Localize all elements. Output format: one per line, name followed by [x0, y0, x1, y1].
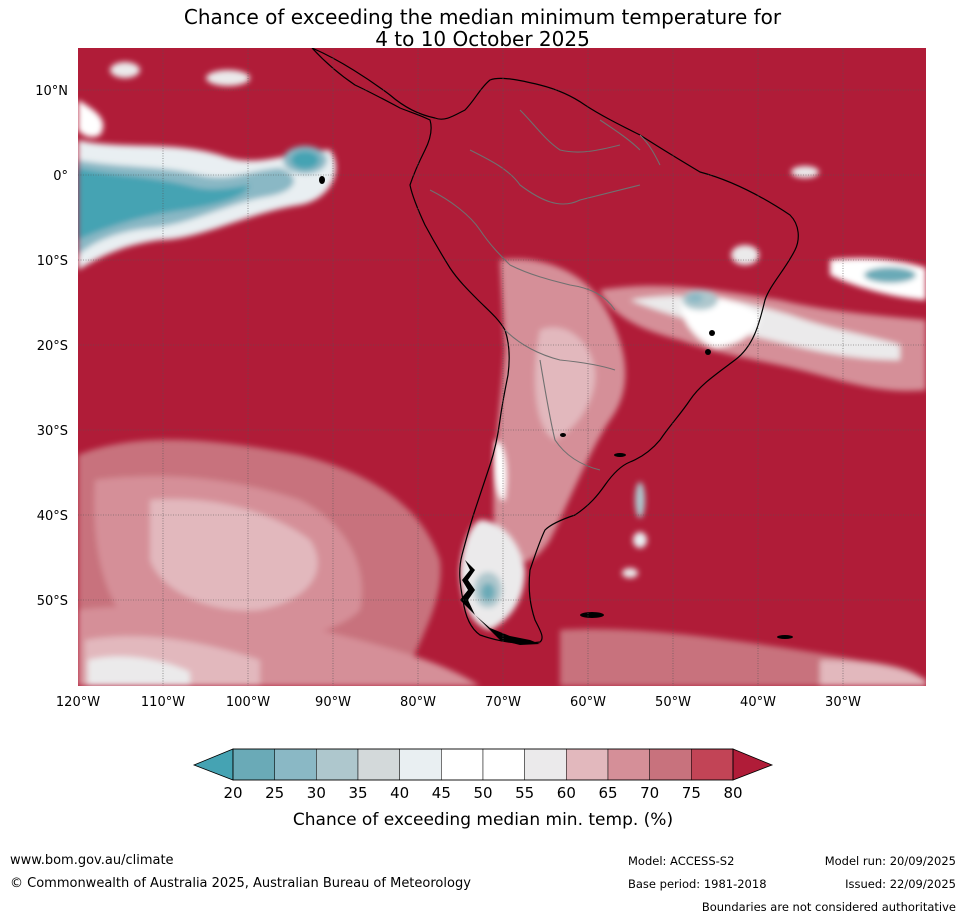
model-name: Model: ACCESS-S2: [628, 854, 735, 868]
colorbar-below-arrow: [192, 748, 234, 781]
lat-label-10s: 10°S: [37, 254, 68, 269]
colorbar-tick-40: 40: [390, 784, 409, 802]
probability-field: [78, 48, 926, 686]
base-period: Base period: 1981-2018: [628, 877, 767, 891]
lon-label-110w: 110°W: [141, 695, 185, 710]
lon-label-50w: 50°W: [655, 695, 691, 710]
colorbar-tick-80: 80: [723, 784, 742, 802]
country-borders: [429, 109, 661, 471]
colorbar-bin-35-40: [357, 748, 400, 781]
lat-label-50s: 50°S: [37, 594, 68, 609]
lon-label-60w: 60°W: [570, 695, 606, 710]
colorbar-tick-75: 75: [682, 784, 701, 802]
colorbar-bin-75-80: [691, 748, 734, 781]
colorbar-tick-45: 45: [432, 784, 451, 802]
colorbar-above-arrow: [732, 748, 774, 781]
lat-label-30s: 30°S: [37, 424, 68, 439]
colorbar-tick-50: 50: [473, 784, 492, 802]
lat-label-40s: 40°S: [37, 509, 68, 524]
issued-date: Issued: 22/09/2025: [845, 877, 956, 891]
colorbar-tick-35: 35: [348, 784, 367, 802]
colorbar-bin-25-30: [274, 748, 317, 781]
lon-label-70w: 70°W: [485, 695, 521, 710]
colorbar-bin-30-35: [316, 748, 359, 781]
lat-label-10n: 10°N: [35, 84, 68, 99]
colorbar-tick-65: 65: [598, 784, 617, 802]
colorbar: 20 25 30 35 40 45 50 55 60 65 70 75 80 Chance of exc…: [192, 748, 774, 830]
colorbar-bin-20-25: [232, 748, 275, 781]
colorbar-bin-40-45: [399, 748, 442, 781]
lat-label-0: 0°: [53, 169, 68, 184]
colorbar-bin-70-75: [649, 748, 692, 781]
lon-label-30w: 30°W: [825, 695, 861, 710]
colorbar-tick-20: 20: [223, 784, 242, 802]
colorbar-tick-60: 60: [557, 784, 576, 802]
copyright-text: © Commonwealth of Australia 2025, Austra…: [10, 876, 471, 891]
islands: [319, 176, 793, 645]
coastline: [311, 48, 799, 644]
lon-label-120w: 120°W: [56, 695, 100, 710]
colorbar-bin-45-50: [441, 748, 484, 781]
lon-label-40w: 40°W: [740, 695, 776, 710]
website-link[interactable]: www.bom.gov.au/climate: [10, 853, 174, 868]
colorbar-tick-55: 55: [515, 784, 534, 802]
lat-label-20s: 20°S: [37, 339, 68, 354]
colorbar-tick-30: 30: [307, 784, 326, 802]
model-run-date: Model run: 20/09/2025: [824, 854, 956, 868]
colorbar-tick-25: 25: [265, 784, 284, 802]
map-title-line2: 4 to 10 October 2025: [375, 27, 590, 51]
colorbar-bin-65-70: [607, 748, 650, 781]
lon-label-100w: 100°W: [226, 695, 270, 710]
colorbar-bin-55-60: [524, 748, 567, 781]
colorbar-bin-50-55: [482, 748, 525, 781]
lon-label-90w: 90°W: [315, 695, 351, 710]
colorbar-label: Chance of exceeding median min. temp. (%…: [293, 810, 673, 830]
colorbar-bin-60-65: [566, 748, 609, 781]
map-title-line1: Chance of exceeding the median minimum t…: [183, 5, 782, 29]
colorbar-tick-70: 70: [640, 784, 659, 802]
disclaimer: Boundaries are not considered authoritat…: [701, 900, 956, 914]
lon-label-80w: 80°W: [400, 695, 436, 710]
